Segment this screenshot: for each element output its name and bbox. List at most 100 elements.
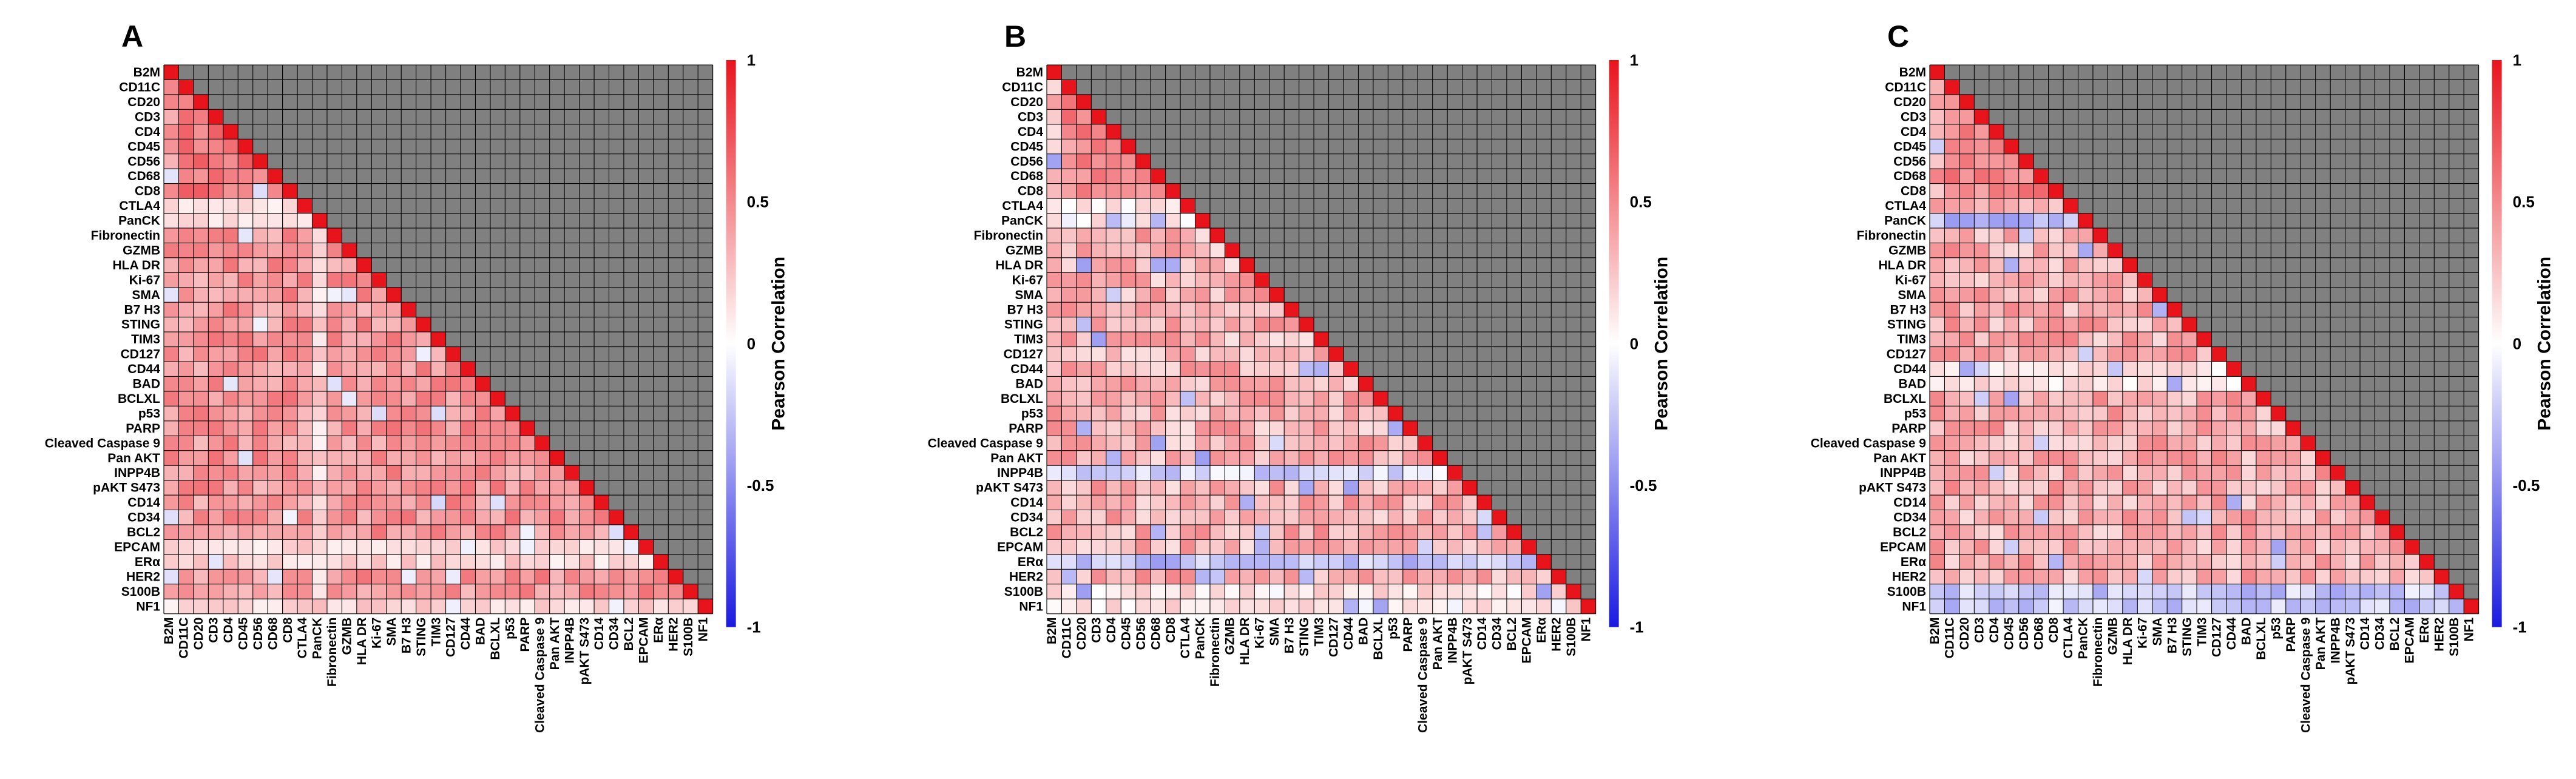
heatmap-cell [178, 228, 194, 243]
heatmap-cell [2078, 243, 2093, 258]
heatmap-cell [326, 391, 342, 406]
heatmap-cell [2241, 406, 2256, 421]
heatmap-cell [1180, 584, 1195, 599]
heatmap-cell [564, 465, 580, 481]
heatmap-cell [2078, 302, 2093, 317]
heatmap-cell [1225, 362, 1240, 377]
heatmap-cell [1959, 495, 1975, 510]
heatmap-cell [2226, 584, 2242, 599]
heatmap-cell [2018, 450, 2034, 466]
heatmap-cell [1121, 272, 1136, 288]
heatmap-cell [1959, 257, 1975, 273]
heatmap-cell [416, 599, 431, 614]
heatmap-cell [2226, 465, 2242, 481]
heatmap-cell [1061, 510, 1077, 525]
heatmap-cell [371, 420, 387, 436]
heatmap-cell [2122, 391, 2138, 406]
heatmap-cell [416, 391, 431, 406]
heatmap-cell [594, 510, 609, 525]
heatmap-cell [1135, 183, 1151, 199]
heatmap-cell [1061, 153, 1077, 169]
heatmap-cell [445, 346, 461, 362]
heatmap-cell [2449, 599, 2464, 614]
heatmap-cell [1091, 524, 1106, 540]
heatmap-cell [1061, 539, 1077, 555]
heatmap-cell [2063, 539, 2078, 555]
heatmap-cell [2092, 362, 2108, 377]
heatmap-cell [1959, 94, 1975, 110]
heatmap-cell [1061, 569, 1077, 584]
heatmap-cell [1418, 584, 1433, 599]
heatmap-cell [1989, 243, 2004, 258]
row-label: CD14 [1010, 496, 1043, 510]
heatmap-cell [1492, 524, 1507, 540]
heatmap-cell [2182, 376, 2197, 391]
panel-label: C [1887, 19, 1909, 53]
heatmap-cell [238, 480, 253, 496]
row-label: B2M [134, 66, 160, 79]
heatmap-cell [1930, 169, 1945, 184]
heatmap-cell [1106, 480, 1121, 496]
heatmap-cell [1536, 584, 1552, 599]
heatmap-cell [1209, 346, 1225, 362]
heatmap-cell [1180, 302, 1195, 317]
heatmap-cell [653, 584, 669, 599]
heatmap-cell [461, 436, 476, 451]
row-label: Cleaved Caspase 9 [45, 436, 160, 450]
heatmap-cell [178, 139, 194, 154]
heatmap-cell [2404, 599, 2419, 614]
column-label: PARP [518, 618, 532, 652]
heatmap-cell [2018, 420, 2034, 436]
column-label: BCL2 [622, 618, 636, 651]
heatmap-cell [252, 391, 268, 406]
heatmap-cell [164, 183, 179, 199]
heatmap-cell [386, 465, 402, 481]
row-label: CD127 [1004, 348, 1043, 362]
heatmap-cell [1930, 554, 1945, 570]
heatmap-cell [1344, 450, 1359, 466]
heatmap-cell [2004, 213, 2019, 228]
heatmap-cell [1447, 480, 1462, 496]
heatmap-cell [490, 420, 505, 436]
heatmap-cell [1209, 436, 1225, 451]
heatmap-cell [490, 436, 505, 451]
heatmap-cell [1284, 376, 1299, 391]
heatmap-cell [519, 495, 535, 510]
heatmap-cell [1492, 539, 1507, 555]
heatmap-cell [1151, 406, 1166, 421]
heatmap-cell [1091, 228, 1106, 243]
heatmap-cell [1151, 198, 1166, 214]
heatmap-cell [2033, 450, 2049, 466]
heatmap-grid [163, 64, 714, 615]
column-label: BAD [1357, 618, 1371, 646]
column-label: STING [2180, 618, 2194, 656]
heatmap-cell [1135, 480, 1151, 496]
heatmap-cell [609, 599, 624, 614]
heatmap-cell [1225, 539, 1240, 555]
heatmap-cell [2315, 495, 2331, 510]
heatmap-cell [1930, 139, 1945, 154]
heatmap-cell [519, 436, 535, 451]
heatmap-cell [1344, 524, 1359, 540]
column-label: B2M [162, 618, 176, 644]
column-label: Fibronectin [2091, 618, 2105, 687]
heatmap-cell [1091, 109, 1106, 124]
heatmap-cell [252, 554, 268, 570]
heatmap-cell [238, 599, 253, 614]
heatmap-cell [1462, 524, 1478, 540]
heatmap-cell [1076, 480, 1092, 496]
row-label: CD8 [135, 184, 160, 198]
heatmap-cell [2271, 599, 2286, 614]
heatmap-cell [505, 450, 520, 466]
heatmap-cell [1165, 302, 1181, 317]
heatmap-cell [1195, 346, 1210, 362]
heatmap-cell [164, 450, 179, 466]
heatmap-cell [2108, 554, 2123, 570]
heatmap-cell [1358, 510, 1373, 525]
column-label: CD127 [444, 618, 458, 657]
heatmap-cell [461, 495, 476, 510]
heatmap-cell [1180, 420, 1195, 436]
heatmap-cell [386, 584, 402, 599]
heatmap-cell [193, 272, 209, 288]
heatmap-cell [2078, 213, 2093, 228]
